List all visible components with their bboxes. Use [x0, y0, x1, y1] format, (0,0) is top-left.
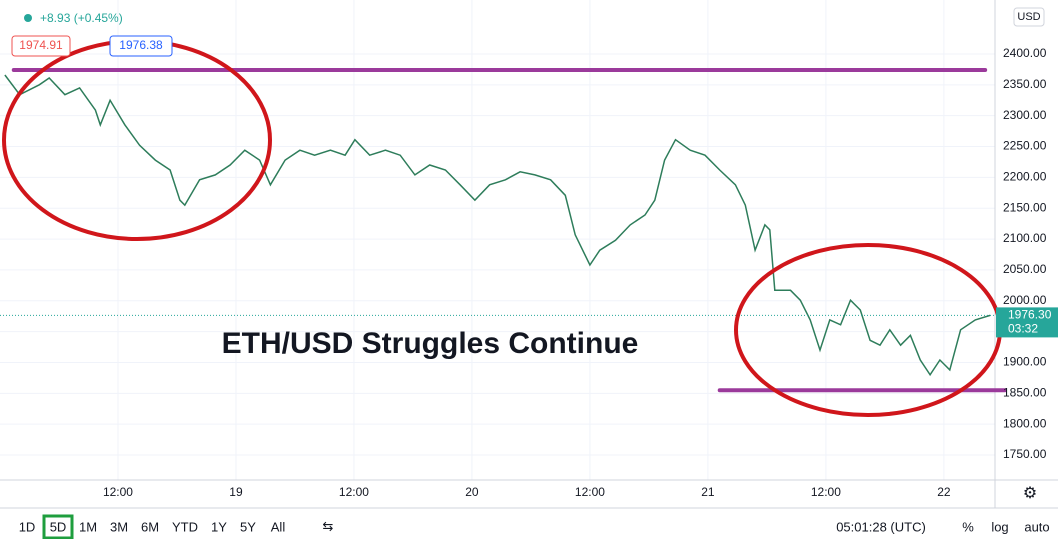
clock: 05:01:28 (UTC): [836, 519, 926, 534]
price-line: [4, 74, 991, 377]
currency-label: USD: [1017, 11, 1040, 23]
last-price-tag: [996, 307, 1058, 338]
x-tick-label: 19: [229, 485, 243, 499]
y-tick-label: 1800.00: [1003, 416, 1047, 430]
x-tick-label: 20: [465, 485, 479, 499]
period-button[interactable]: 6M: [141, 519, 159, 534]
scale-option[interactable]: %: [962, 519, 974, 534]
last-price-label: 1976.30: [1008, 308, 1052, 322]
settings-icon[interactable]: ⚙: [1023, 485, 1037, 502]
period-button[interactable]: All: [271, 519, 286, 534]
ask-box: [109, 35, 173, 57]
period-button[interactable]: 1Y: [211, 519, 227, 534]
period-button[interactable]: 3M: [110, 519, 128, 534]
period-button[interactable]: 5Y: [240, 519, 256, 534]
y-tick-label: 2000.00: [1003, 293, 1047, 307]
y-tick-label: 2350.00: [1003, 77, 1047, 91]
scale-option[interactable]: auto: [1024, 519, 1049, 534]
y-tick-label: 2400.00: [1003, 46, 1047, 60]
scale-option[interactable]: log: [991, 519, 1008, 534]
bid-box: [11, 35, 71, 57]
period-button[interactable]: 1M: [79, 519, 97, 534]
compare-icon[interactable]: ⇆: [323, 518, 334, 533]
x-tick-label: 12:00: [811, 485, 841, 499]
y-tick-label: 1750.00: [1003, 447, 1047, 461]
period-button[interactable]: YTD: [172, 519, 198, 534]
y-tick-label: 2300.00: [1003, 108, 1047, 122]
status-dot: [24, 14, 32, 22]
y-tick-label: 2200.00: [1003, 170, 1047, 184]
y-tick-label: 2150.00: [1003, 200, 1047, 214]
period-button[interactable]: 1D: [19, 519, 36, 534]
y-tick-label: 2250.00: [1003, 139, 1047, 153]
ask-text: 1976.38: [119, 38, 163, 52]
x-tick-label: 12:00: [339, 485, 369, 499]
annotation-text: ETH/USD Struggles Continue: [222, 327, 639, 360]
y-tick-label: 1900.00: [1003, 355, 1047, 369]
period-button[interactable]: 5D: [50, 519, 67, 534]
currency-box: [1013, 7, 1045, 27]
x-tick-label: 12:00: [575, 485, 605, 499]
x-tick-label: 12:00: [103, 485, 133, 499]
change-text: +8.93 (+0.45%): [40, 11, 123, 25]
y-tick-label: 2050.00: [1003, 262, 1047, 276]
x-tick-label: 21: [701, 485, 715, 499]
x-tick-label: 22: [937, 485, 951, 499]
active-period-box: [42, 514, 74, 540]
countdown-label: 03:32: [1008, 322, 1038, 336]
y-tick-label: 1850.00: [1003, 385, 1047, 399]
bid-text: 1974.91: [19, 38, 63, 52]
y-tick-label: 2100.00: [1003, 231, 1047, 245]
